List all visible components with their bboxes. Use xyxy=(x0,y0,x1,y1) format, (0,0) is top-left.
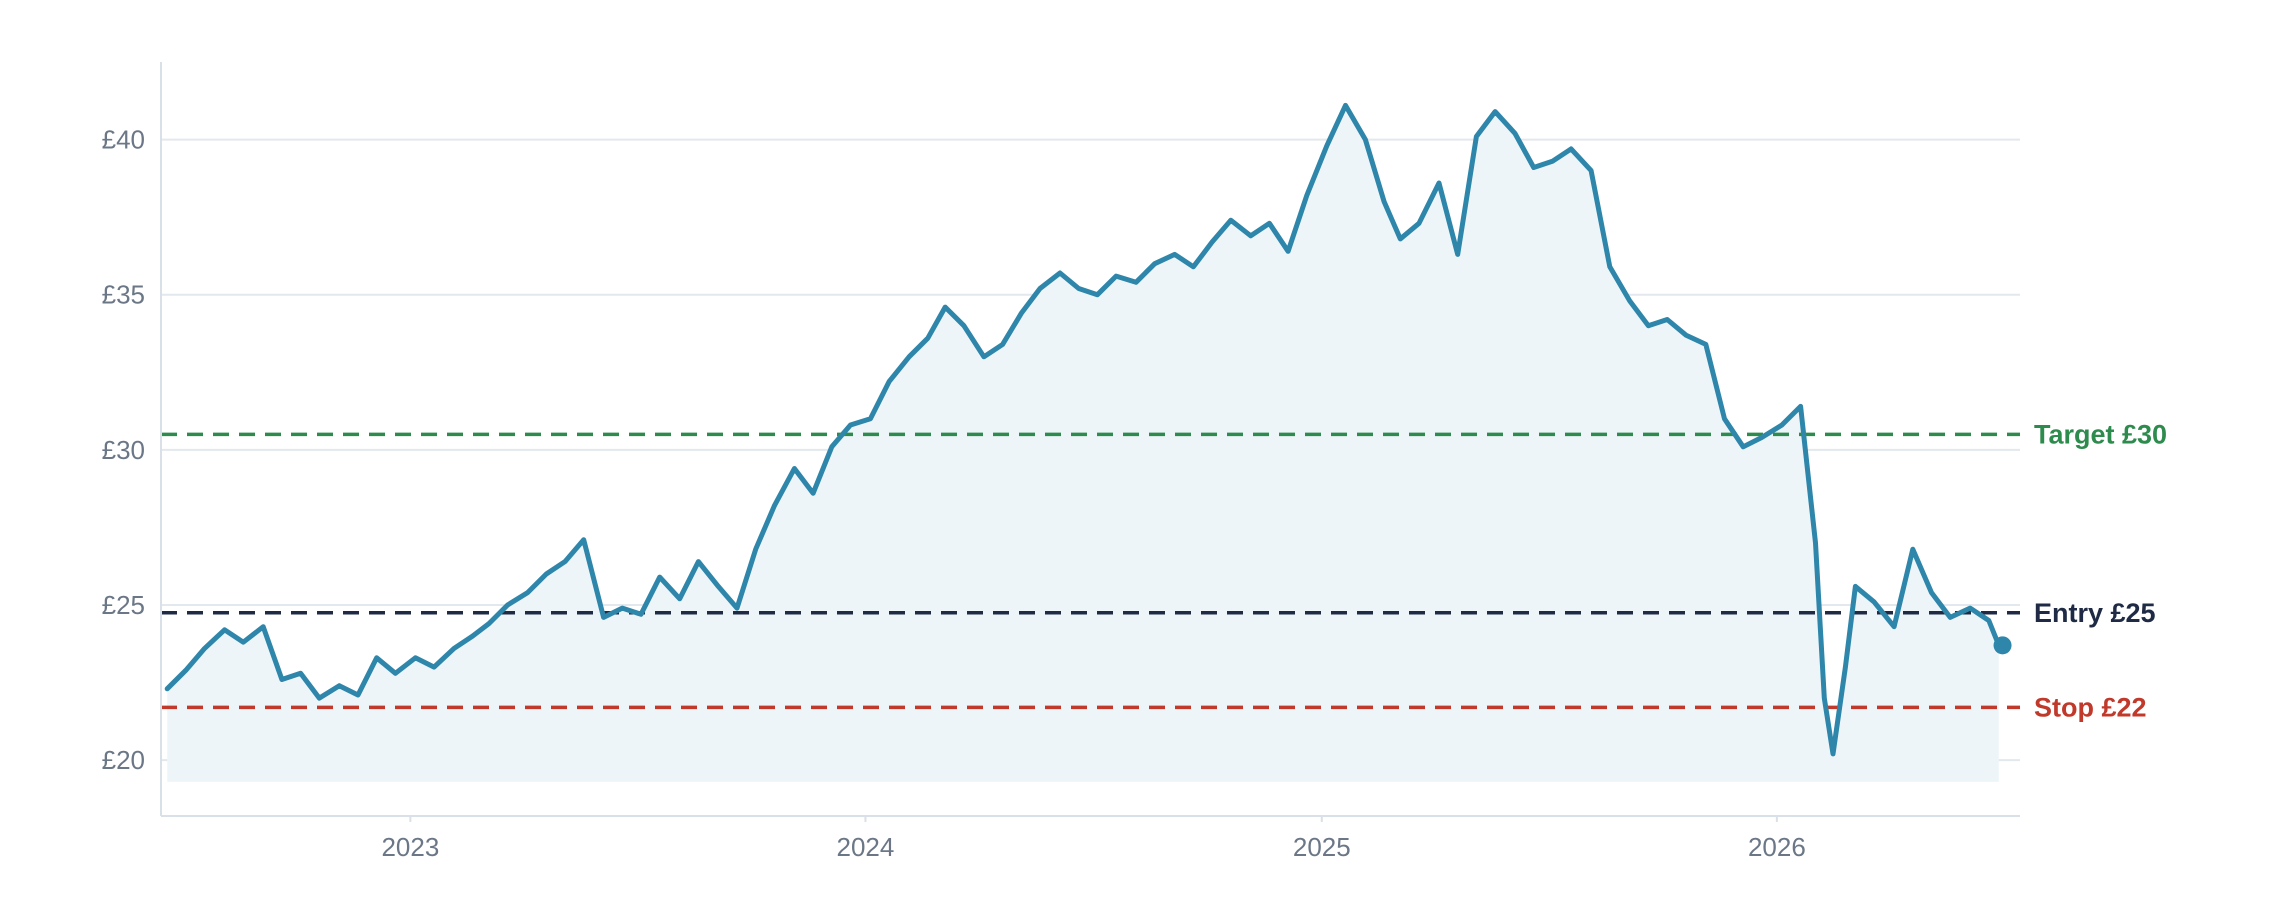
reference-label: Target £30 xyxy=(2034,419,2167,449)
y-axis: £20 £25 £30 £35 £40 xyxy=(102,125,145,776)
y-tick-label: £20 xyxy=(102,745,145,775)
y-tick-label: £25 xyxy=(102,590,145,620)
reference-lines: Target £30 Entry £25 Stop £22 xyxy=(161,419,2167,722)
x-tick-label: 2026 xyxy=(1748,832,1806,862)
last-price-marker xyxy=(1993,636,2012,655)
reference-label: Entry £25 xyxy=(2034,598,2156,628)
x-tick-label: 2023 xyxy=(381,832,439,862)
price-line xyxy=(164,102,2002,757)
area-fill xyxy=(167,105,1999,782)
y-tick-label: £40 xyxy=(102,125,145,155)
y-tick-label: £30 xyxy=(102,435,145,465)
x-axis: 2023 2024 2025 2026 xyxy=(381,816,1806,862)
reference-label: Stop £22 xyxy=(2034,692,2147,722)
y-tick-label: £35 xyxy=(102,280,145,310)
x-tick-label: 2024 xyxy=(837,832,895,862)
x-tick-label: 2025 xyxy=(1293,832,1351,862)
